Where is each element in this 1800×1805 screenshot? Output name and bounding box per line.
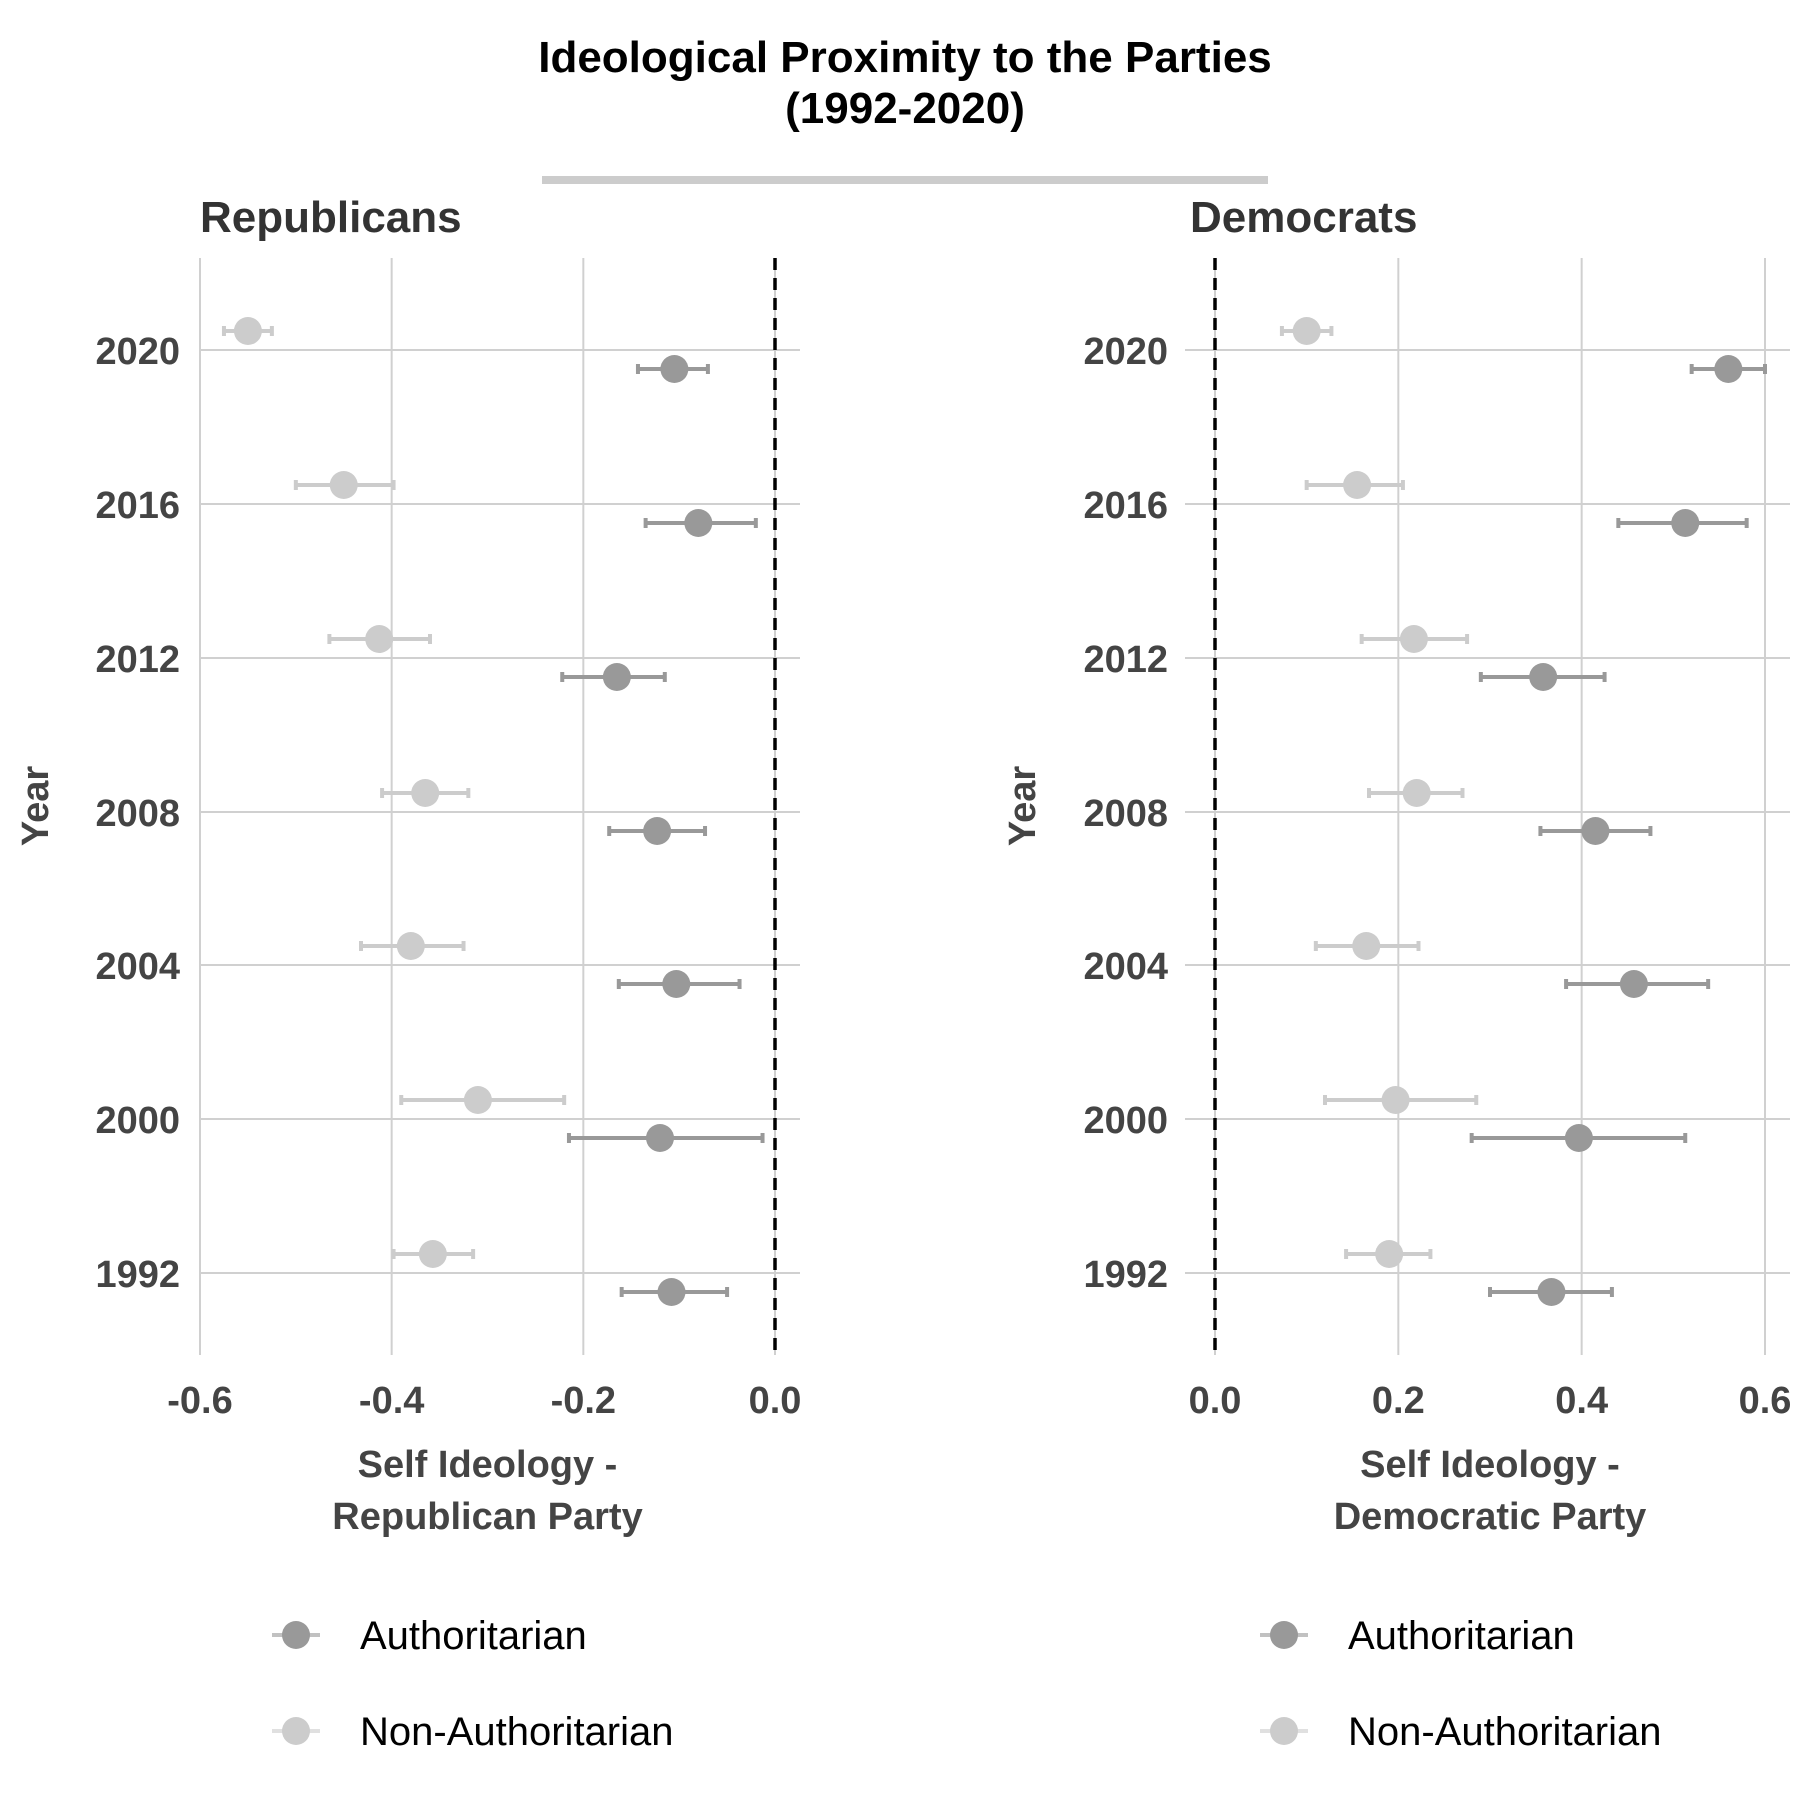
y-tick-label: 2000 bbox=[1083, 1100, 1168, 1142]
legend-entry: Authoritarian bbox=[272, 1614, 587, 1658]
x-axis-title: Republican Party bbox=[332, 1496, 642, 1538]
x-tick-label: -0.2 bbox=[551, 1380, 616, 1422]
chart-subtitle: (1992-2020) bbox=[785, 84, 1025, 133]
data-point bbox=[1564, 1124, 1593, 1152]
legend-marker bbox=[1270, 1621, 1298, 1649]
y-tick-label: 2000 bbox=[95, 1100, 180, 1142]
x-tick-label: 0.2 bbox=[1372, 1380, 1425, 1422]
y-axis-title: Year bbox=[15, 766, 57, 847]
y-tick-label: 2020 bbox=[95, 331, 180, 373]
y-tick-label: 2004 bbox=[1083, 946, 1168, 988]
legend-entry: Authoritarian bbox=[1260, 1614, 1575, 1658]
x-tick-label: -0.6 bbox=[167, 1380, 232, 1422]
x-tick-label: 0.6 bbox=[1739, 1380, 1792, 1422]
panels-group: Republicans 1992 2000 2004 2008 2012 2016 2020 -… bbox=[15, 193, 1791, 1754]
y-axis-title: Year bbox=[1002, 766, 1044, 847]
data-point bbox=[662, 970, 691, 998]
legend-entry: Non-Authoritarian bbox=[1260, 1710, 1662, 1754]
data-point bbox=[1381, 1086, 1410, 1114]
data-point bbox=[463, 1086, 492, 1114]
y-tick-label: 1992 bbox=[1083, 1254, 1168, 1296]
data-point bbox=[1671, 509, 1700, 537]
legend-entry: Non-Authoritarian bbox=[272, 1710, 674, 1754]
y-tick-label: 2012 bbox=[95, 639, 180, 681]
data-point bbox=[329, 471, 358, 499]
y-tick-label: 2008 bbox=[95, 793, 180, 835]
panel-title: Democrats bbox=[1190, 193, 1417, 242]
panel-democrats: Democrats 1992 2000 2004 2008 2012 2016 2020 0.0… bbox=[1002, 193, 1791, 1754]
data-point bbox=[233, 317, 262, 345]
data-point bbox=[1537, 1278, 1566, 1306]
y-tick-label: 2016 bbox=[1083, 485, 1168, 527]
x-axis-title: Self Ideology - bbox=[358, 1444, 618, 1486]
y-tick-label: 2016 bbox=[95, 485, 180, 527]
legend-label: Non-Authoritarian bbox=[360, 1710, 674, 1754]
data-point bbox=[660, 355, 689, 383]
data-point bbox=[1399, 625, 1428, 653]
x-tick-label: 0.0 bbox=[749, 1380, 802, 1422]
panel-republicans: Republicans 1992 2000 2004 2008 2012 2016 2020 -… bbox=[15, 193, 801, 1754]
legend-marker bbox=[1270, 1717, 1298, 1745]
data-point bbox=[411, 779, 440, 807]
data-point bbox=[418, 1240, 447, 1268]
data-point bbox=[1529, 663, 1558, 691]
data-point bbox=[646, 1124, 674, 1152]
legend-marker bbox=[282, 1621, 310, 1649]
data-point bbox=[1352, 932, 1381, 960]
data-point bbox=[1343, 471, 1372, 499]
legend-label: Authoritarian bbox=[360, 1614, 587, 1658]
data-point bbox=[396, 932, 425, 960]
data-point bbox=[643, 817, 672, 845]
data-point bbox=[684, 509, 713, 537]
data-point bbox=[657, 1278, 686, 1306]
chart-title: Ideological Proximity to the Parties bbox=[538, 33, 1272, 82]
y-tick-label: 1992 bbox=[95, 1254, 180, 1296]
x-tick-label: -0.4 bbox=[359, 1380, 424, 1422]
y-tick-label: 2008 bbox=[1083, 793, 1168, 835]
panel-title: Republicans bbox=[200, 193, 462, 242]
data-point bbox=[1581, 817, 1610, 845]
data-point bbox=[1714, 355, 1743, 383]
data-point bbox=[365, 625, 394, 653]
x-tick-label: 0.0 bbox=[1189, 1380, 1242, 1422]
legend-marker bbox=[282, 1717, 310, 1745]
y-tick-label: 2004 bbox=[95, 946, 180, 988]
x-axis-title: Democratic Party bbox=[1334, 1496, 1647, 1538]
data-point bbox=[602, 663, 631, 691]
legend-label: Non-Authoritarian bbox=[1348, 1710, 1662, 1754]
x-axis-title: Self Ideology - bbox=[1360, 1444, 1620, 1486]
data-point bbox=[1292, 317, 1321, 345]
data-point bbox=[1619, 970, 1648, 998]
y-tick-label: 2020 bbox=[1083, 331, 1168, 373]
data-point bbox=[1402, 779, 1431, 807]
y-tick-label: 2012 bbox=[1083, 639, 1168, 681]
x-tick-label: 0.4 bbox=[1555, 1380, 1608, 1422]
data-point bbox=[1375, 1240, 1404, 1268]
legend-label: Authoritarian bbox=[1348, 1614, 1575, 1658]
